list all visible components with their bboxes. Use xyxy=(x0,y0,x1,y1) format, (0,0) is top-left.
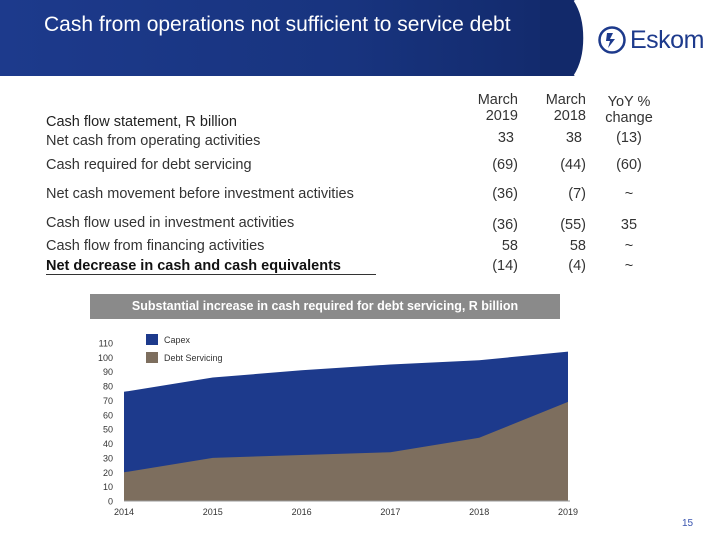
legend-swatch-capex xyxy=(146,334,158,345)
table-cell-change: 35 xyxy=(620,217,638,233)
logo-text: Eskom xyxy=(630,25,704,54)
table-row-header: Cash flow statement, R billion xyxy=(46,114,237,130)
table-row-label: Cash flow used in investment activities xyxy=(46,215,295,231)
y-tick-label: 10 xyxy=(103,482,113,492)
table-cell-2019: (14) xyxy=(492,258,518,274)
x-tick-label: 2019 xyxy=(558,507,578,517)
y-tick-label: 50 xyxy=(103,425,113,435)
x-tick-label: 2017 xyxy=(380,507,400,517)
table-cell-2018: 38 xyxy=(565,130,582,146)
table-cell-change: ~ xyxy=(624,238,634,254)
page-title: Cash from operations not sufficient to s… xyxy=(44,13,511,36)
col-header-2018: March 2018 xyxy=(545,92,586,124)
table-cell-2019: 33 xyxy=(497,130,514,146)
table-cell-2018: (7) xyxy=(568,186,586,202)
eskom-logo: Eskom xyxy=(598,24,708,56)
y-tick-label: 80 xyxy=(103,382,113,392)
table-cell-2018: 58 xyxy=(569,238,586,254)
table-total-label: Net decrease in cash and cash equivalent… xyxy=(46,258,376,275)
legend-label: Capex xyxy=(164,335,191,345)
table-cell-2019: (69) xyxy=(492,157,518,173)
y-tick-label: 30 xyxy=(103,453,113,463)
table-cell-2018: (4) xyxy=(568,258,586,274)
y-tick-label: 110 xyxy=(99,339,113,349)
table-cell-2018: (55) xyxy=(560,217,586,233)
header-curve-decoration xyxy=(540,0,587,76)
table-row-label: Cash required for debt servicing xyxy=(46,157,252,173)
y-tick-label: 40 xyxy=(103,439,113,449)
header: Cash from operations not sufficient to s… xyxy=(0,0,720,76)
table-cell-change: ~ xyxy=(624,186,634,202)
x-tick-label: 2015 xyxy=(203,507,223,517)
chart-title-banner: Substantial increase in cash required fo… xyxy=(90,294,560,319)
col-header-yoy: YoY % change xyxy=(605,94,653,126)
table-row-label: Cash flow from financing activities xyxy=(46,238,265,254)
area-series-debt-servicing xyxy=(124,401,568,501)
eskom-logo-icon xyxy=(598,26,626,54)
legend-swatch-debt-servicing xyxy=(146,352,158,363)
y-tick-label: 60 xyxy=(103,410,113,420)
y-tick-label: 70 xyxy=(103,396,113,406)
page-number: 15 xyxy=(682,518,694,529)
table-row-label: Net cash movement before investment acti… xyxy=(46,186,354,202)
y-tick-label: 0 xyxy=(108,497,113,507)
table-cell-change: (13) xyxy=(616,130,642,146)
x-tick-label: 2014 xyxy=(114,507,134,517)
table-cell-2018: (44) xyxy=(560,157,586,173)
y-tick-label: 100 xyxy=(98,353,113,363)
table-row-label: Net cash from operating activities xyxy=(46,133,261,149)
y-tick-label: 20 xyxy=(103,468,113,478)
table-cell-2019: 58 xyxy=(501,238,518,254)
table-cell-change: (60) xyxy=(616,157,642,173)
area-series-capex xyxy=(124,351,568,501)
col-header-2019: March 2019 xyxy=(477,92,518,124)
legend-label: Debt Servicing xyxy=(164,353,223,363)
y-tick-label: 90 xyxy=(103,367,113,377)
x-tick-label: 2018 xyxy=(469,507,489,517)
x-tick-label: 2016 xyxy=(292,507,312,517)
table-cell-change: ~ xyxy=(624,258,634,274)
table-cell-2019: (36) xyxy=(492,186,518,202)
table-cell-2019: (36) xyxy=(492,217,518,233)
header-band xyxy=(0,0,575,76)
